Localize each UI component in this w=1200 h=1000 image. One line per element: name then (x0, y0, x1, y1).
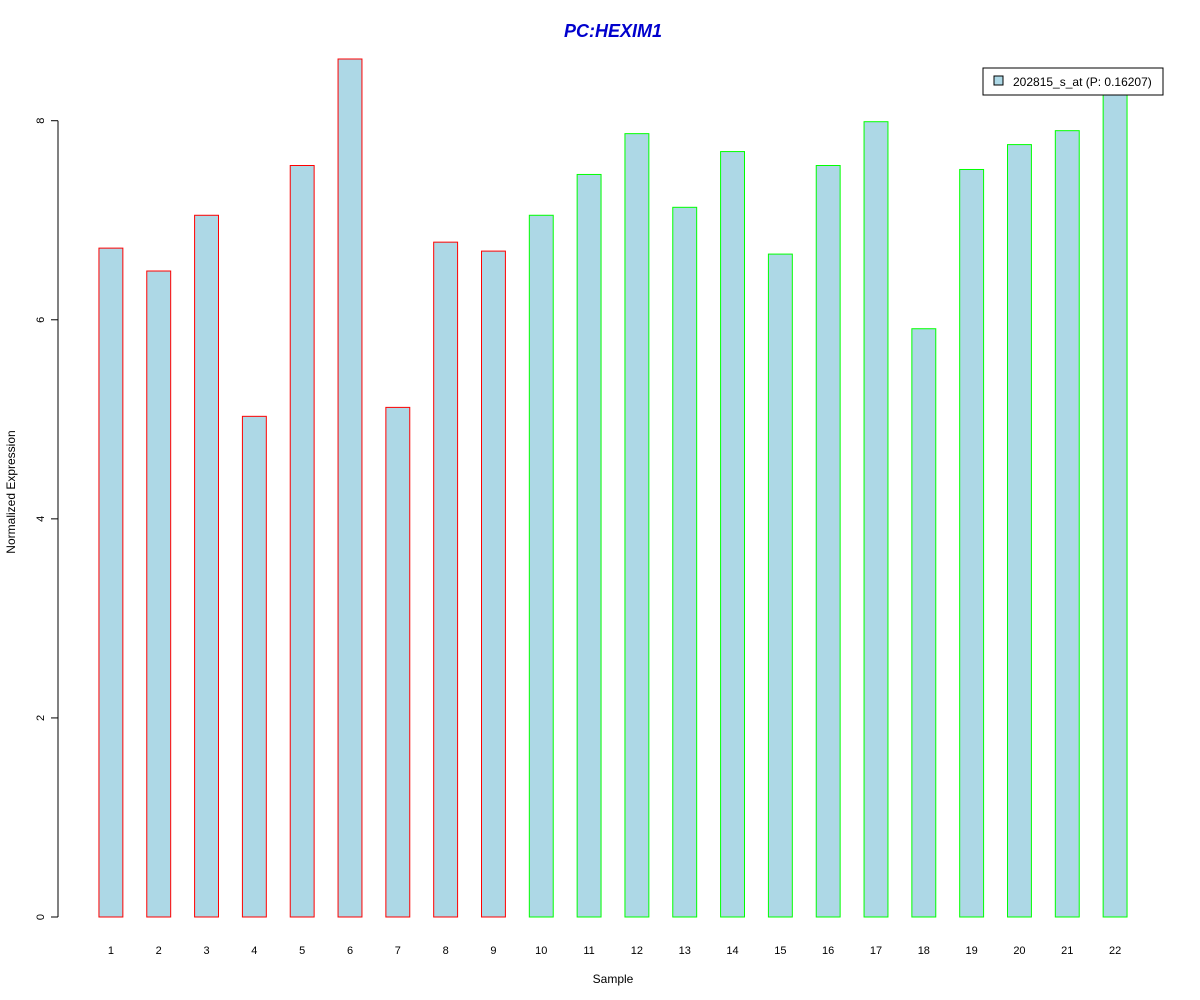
x-tick-label: 13 (679, 945, 691, 957)
chart-title: PC:HEXIM1 (564, 21, 662, 41)
legend-label: 202815_s_at (P: 0.16207) (1013, 75, 1152, 89)
x-tick-label: 9 (490, 945, 496, 957)
x-axis-label: Sample (593, 972, 634, 986)
y-tick-label: 6 (35, 317, 47, 323)
x-tick-label: 7 (395, 945, 401, 957)
x-tick-label: 5 (299, 945, 305, 957)
x-tick-label: 8 (443, 945, 449, 957)
x-tick-label: 18 (918, 945, 930, 957)
bar-7 (385, 406, 411, 918)
bar-11 (576, 173, 602, 918)
bar-22 (1102, 86, 1128, 918)
bar-13 (672, 206, 698, 918)
bar-17 (863, 121, 889, 918)
bar-14 (720, 151, 746, 918)
x-tick-label: 6 (347, 945, 353, 957)
bar-15 (767, 253, 793, 918)
legend-box (982, 67, 1164, 96)
x-tick-label: 3 (203, 945, 209, 957)
x-tick-labels: 1 2 3 4 5 6 7 8 9 10 11 12 13 14 15 16 17 18 19 20 21 22 (108, 945, 1121, 957)
bar-19 (959, 168, 985, 918)
x-tick-label: 2 (156, 945, 162, 957)
x-tick-label: 11 (583, 945, 594, 957)
bars (98, 58, 1128, 918)
y-tick-label: 8 (35, 118, 47, 124)
y-tick-label: 2 (35, 715, 47, 721)
bar-9 (481, 250, 506, 918)
bar-5 (289, 165, 315, 918)
bar-3 (194, 214, 219, 918)
bar-1 (98, 247, 124, 918)
bar-2 (146, 270, 172, 918)
x-tick-label: 19 (966, 945, 978, 957)
bar-16 (815, 165, 841, 918)
x-tick-label: 10 (535, 945, 547, 957)
x-tick-label: 22 (1109, 945, 1121, 957)
bar-21 (1054, 130, 1080, 918)
x-tick-label: 1 (108, 945, 114, 957)
x-tick-label: 21 (1061, 945, 1073, 957)
y-tick-label: 4 (35, 516, 47, 522)
bar-12 (624, 133, 650, 918)
x-tick-label: 17 (870, 945, 882, 957)
x-tick-label: 15 (774, 945, 786, 957)
legend: 202815_s_at (P: 0.16207) (982, 67, 1164, 96)
y-axis: 0 2 4 6 8 (35, 118, 59, 920)
y-axis-label: Normalized Expression (4, 430, 18, 553)
bar-20 (1007, 144, 1032, 918)
x-tick-label: 16 (822, 945, 834, 957)
bar-18 (911, 328, 937, 918)
x-tick-label: 12 (631, 945, 643, 957)
y-tick-label: 0 (35, 914, 47, 920)
bar-8 (433, 241, 459, 918)
bar-6 (337, 58, 363, 918)
x-tick-label: 4 (251, 945, 257, 957)
bar-10 (528, 214, 554, 918)
x-tick-label: 20 (1013, 945, 1025, 957)
bar-4 (241, 415, 267, 918)
x-tick-label: 14 (726, 945, 738, 957)
legend-swatch (993, 75, 1004, 86)
